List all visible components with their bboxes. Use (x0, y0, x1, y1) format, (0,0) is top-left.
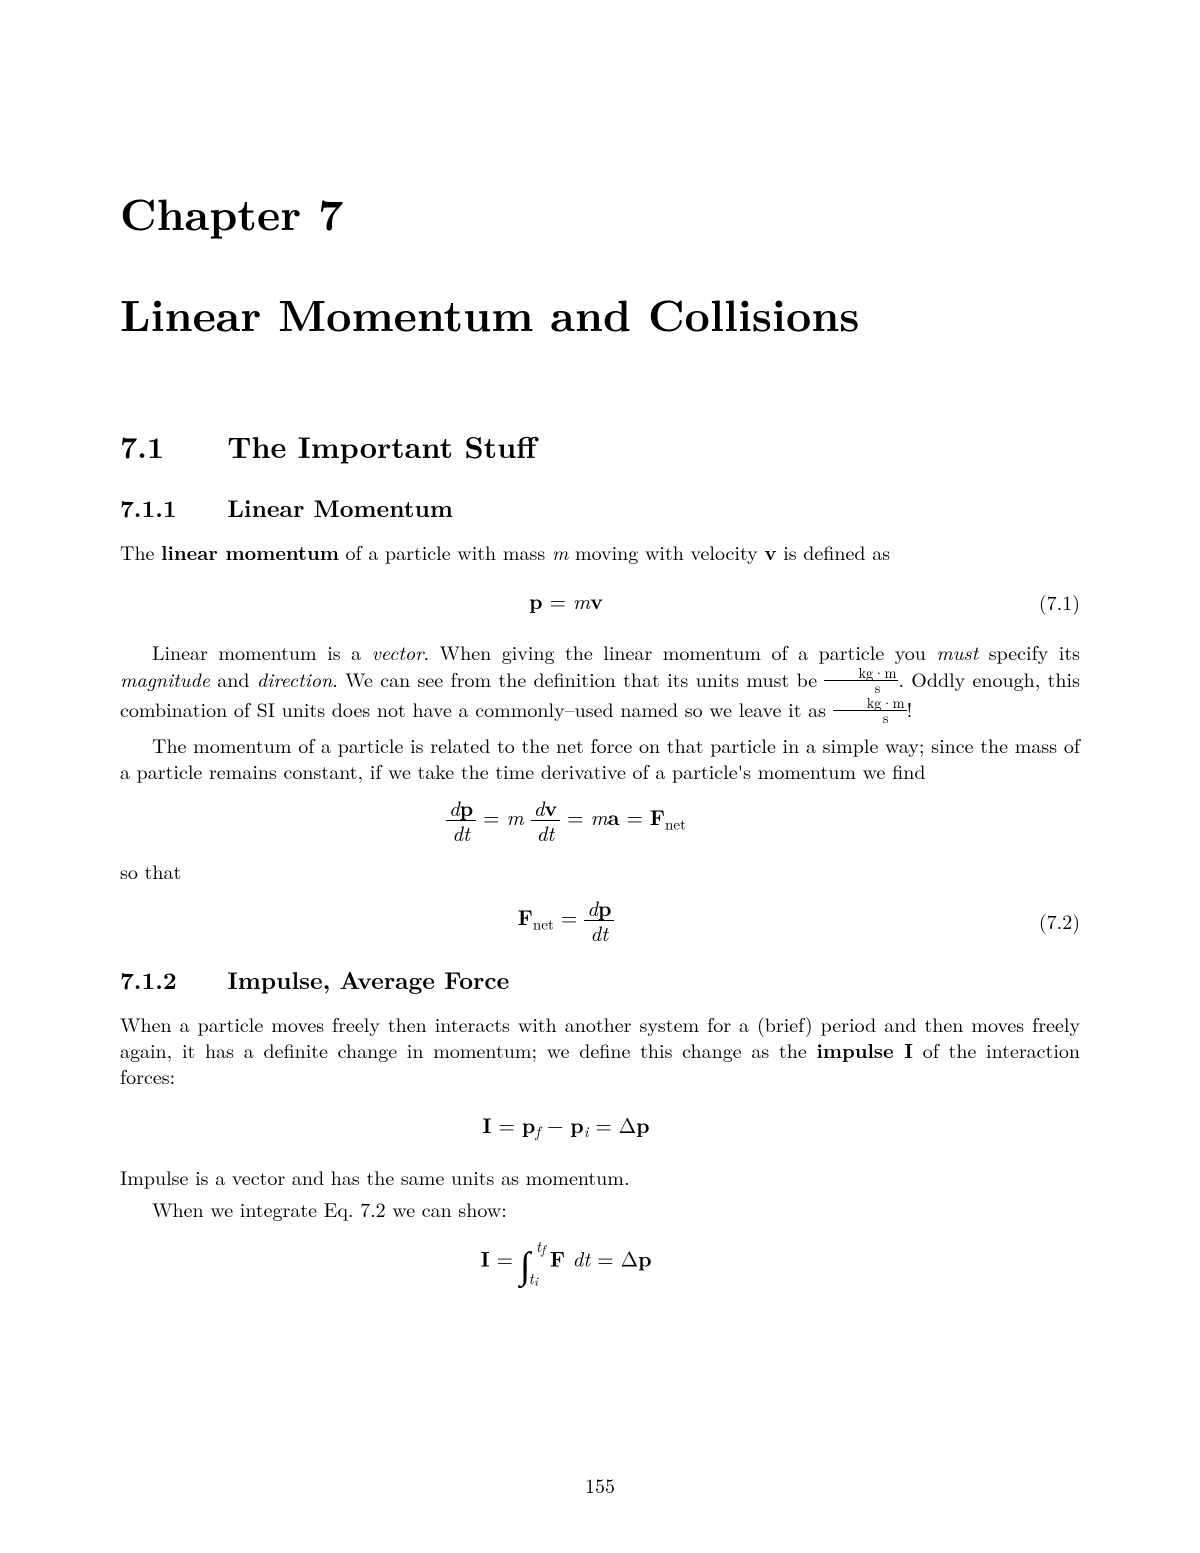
term-must: must (936, 637, 978, 666)
var-p: p (638, 1243, 651, 1273)
text: Linear momentum is a (152, 637, 372, 666)
int-lower-i: i (534, 1271, 538, 1289)
equation-body: Fnet = dp dt (120, 897, 1012, 944)
dt: dt (565, 1243, 590, 1273)
paragraph-vector-units: Linear momentum is a vector. When giving… (120, 639, 1080, 725)
equals: = (561, 902, 584, 932)
minus: − (540, 1110, 570, 1140)
var-I: I (480, 1243, 489, 1273)
equation-derivation: ddpp dt = m dv dt = ma = Fnet (120, 796, 1080, 844)
equation-7-1: p = mv (7.1) (120, 577, 1080, 625)
equation-body: I = pf − pi = Δp (120, 1110, 1012, 1142)
text: specify its (978, 637, 1080, 666)
text: is defined as (777, 537, 891, 566)
paragraph-impulse-vector: Impulse is a vector and has the same uni… (120, 1164, 1080, 1190)
equals: = (483, 802, 506, 832)
text: . We can see from the definition that it… (332, 664, 824, 693)
frac-dp-dt: ddpp dt (446, 797, 476, 844)
var-m: m (506, 802, 523, 832)
var-F: F (518, 902, 533, 932)
sub-net: net (533, 913, 554, 934)
equation-body: ddpp dt = m dv dt = ma = Fnet (120, 797, 1012, 844)
var-I: I (482, 1110, 491, 1140)
equals-delta: = Δ (588, 1110, 636, 1140)
var-m: m (552, 537, 568, 566)
var-F: F (650, 802, 665, 832)
var-F: F (550, 1243, 565, 1273)
integral-icon: ∫titf (520, 1235, 530, 1289)
units-num: kg·m (833, 696, 907, 711)
frac-dp-dt: dp dt (584, 897, 614, 944)
section-number: 7.1 (120, 424, 164, 467)
equals: = (626, 802, 649, 832)
var-p: p (529, 586, 542, 616)
equals: = (543, 586, 573, 616)
subsection-title: Impulse, Average Force (227, 963, 509, 997)
paragraph-impulse-def: When a particle moves freely then intera… (120, 1011, 1080, 1090)
equation-body: p = mv (120, 586, 1012, 616)
paragraph-so-that: so that (120, 858, 1080, 884)
dt: dt (590, 918, 608, 948)
frac-dv-dt: dv dt (531, 797, 560, 844)
term-magnitude: magnitude (120, 664, 210, 693)
page-number: 155 (0, 1470, 1200, 1499)
equation-impulse-integral: I = ∫titf F dt = Δp (120, 1235, 1080, 1289)
text: The (120, 537, 161, 566)
dt: dt (537, 818, 555, 848)
equals: = (492, 1110, 522, 1140)
units-fraction: kg·ms (824, 666, 898, 696)
page: Chapter 7 Linear Momentum and Collisions… (0, 0, 1200, 1553)
paragraph-integrate: When we integrate Eq. 7.2 we can show: (120, 1196, 1080, 1222)
equation-number: (7.2) (1012, 906, 1080, 935)
var-p: p (570, 1110, 583, 1140)
equals: = (567, 802, 590, 832)
section-heading-7-1: 7.1 The Important Stuff (120, 424, 1080, 467)
var-m: m (573, 586, 590, 616)
text: moving with velocity (568, 537, 764, 566)
term-linear-momentum: linear momentum (161, 537, 339, 566)
var-p: p (636, 1110, 649, 1140)
text: of a particle with mass (339, 537, 552, 566)
var-p: p (522, 1110, 535, 1140)
var-v: v (764, 537, 776, 566)
dt: dt (452, 818, 470, 848)
sub-net: net (665, 813, 686, 834)
var-v: v (590, 586, 603, 616)
paragraph-momentum-force: The momentum of a particle is related to… (120, 732, 1080, 785)
term-impulse: impulse I (816, 1035, 913, 1064)
paragraph-linear-momentum-def: The linear momentum of a particle with m… (120, 539, 1080, 565)
text: and (210, 664, 257, 693)
chapter-label: Chapter 7 (120, 180, 1080, 243)
units-den: s (833, 711, 907, 725)
subsection-number: 7.1.2 (120, 963, 177, 997)
section-title: The Important Stuff (227, 424, 536, 467)
chapter-title: Linear Momentum and Collisions (120, 281, 1080, 344)
var-m: m (591, 802, 608, 832)
equation-impulse-def: I = pf − pi = Δp (120, 1102, 1080, 1150)
term-direction: direction (257, 664, 332, 693)
text: ! (907, 694, 913, 723)
equation-number: (7.1) (1012, 587, 1080, 616)
subsection-heading-7-1-1: 7.1.1 Linear Momentum (120, 491, 1080, 525)
equation-7-2: Fnet = dp dt (7.2) (120, 897, 1080, 945)
subsection-heading-7-1-2: 7.1.2 Impulse, Average Force (120, 963, 1080, 997)
subsection-title: Linear Momentum (227, 491, 453, 525)
equation-body: I = ∫titf F dt = Δp (120, 1235, 1012, 1289)
units-fraction-2: kg·ms (833, 696, 907, 726)
units-num: kg·m (824, 666, 898, 681)
equals-delta: = Δ (590, 1243, 638, 1273)
subsection-number: 7.1.1 (120, 491, 177, 525)
equals: = (490, 1243, 520, 1273)
term-vector: vector (372, 637, 424, 666)
int-upper-f: f (541, 1240, 545, 1258)
